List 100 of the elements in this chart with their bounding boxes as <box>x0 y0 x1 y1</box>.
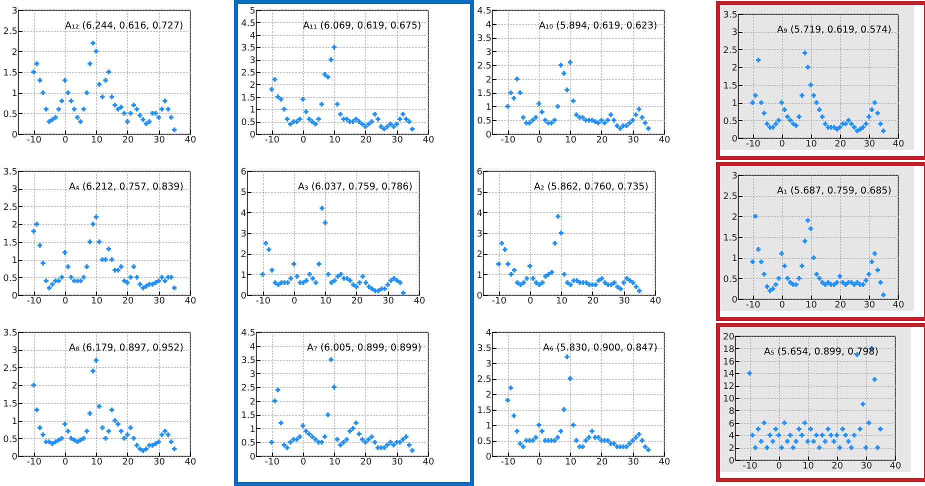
point <box>81 274 86 280</box>
y-tick-label: 14 <box>723 370 735 380</box>
x-tick-label: 30 <box>628 136 640 146</box>
point <box>128 274 133 280</box>
point <box>878 426 883 432</box>
point <box>388 278 394 283</box>
point <box>272 280 278 285</box>
point <box>319 102 324 107</box>
point <box>134 443 140 448</box>
point <box>335 274 340 279</box>
x-tick-label: -10 <box>492 296 507 306</box>
x-tick-label: -10 <box>26 458 42 468</box>
point <box>802 420 808 426</box>
point <box>329 280 334 285</box>
point <box>410 126 415 132</box>
point <box>599 276 604 281</box>
x-tick-label: -10 <box>26 296 42 306</box>
x-tick-label: 40 <box>892 140 904 150</box>
point <box>112 418 118 423</box>
x-tick-label: 40 <box>184 136 196 146</box>
y-tick-label: 3 <box>250 370 256 380</box>
point <box>106 70 112 74</box>
y-tick-label: 3 <box>732 172 738 182</box>
x-tick-label: 10 <box>806 140 818 150</box>
point <box>615 284 620 290</box>
point <box>524 276 530 281</box>
point <box>62 78 68 83</box>
point <box>100 94 105 100</box>
y-tick-label: 4 <box>476 208 483 219</box>
point <box>406 119 412 124</box>
point <box>808 82 814 88</box>
y-tick-label: 3 <box>732 28 738 38</box>
y-tick-label: 2.5 <box>723 192 738 202</box>
point <box>357 280 362 285</box>
point <box>44 106 48 112</box>
point <box>864 445 868 450</box>
point <box>81 106 86 112</box>
point <box>608 112 614 118</box>
x-tick-label: 30 <box>154 458 166 468</box>
y-tick-label: 1 <box>12 417 18 428</box>
x-tick-label: 30 <box>392 458 404 468</box>
y-tick-label: 2 <box>240 250 246 260</box>
point <box>38 425 42 430</box>
point <box>125 432 130 438</box>
point <box>332 278 337 283</box>
point <box>832 282 836 287</box>
point <box>78 119 83 124</box>
point <box>162 98 168 104</box>
point <box>593 282 598 288</box>
point <box>404 116 408 122</box>
point <box>811 93 816 98</box>
point <box>326 272 331 277</box>
point <box>506 262 510 266</box>
y-tick-label: 1 <box>240 270 246 281</box>
point <box>562 407 566 412</box>
point <box>852 125 857 130</box>
y-tick-label: 5 <box>476 188 482 198</box>
point <box>773 282 778 287</box>
point <box>584 280 589 285</box>
point <box>596 120 601 126</box>
y-tick-label: 4 <box>486 328 492 338</box>
point <box>385 124 390 129</box>
point <box>796 114 802 120</box>
point <box>508 272 514 277</box>
point <box>401 290 406 296</box>
point <box>790 445 796 450</box>
text: A₁₂ (6.244, 0.616, 0.727) <box>65 20 184 32</box>
point <box>109 408 114 412</box>
point <box>160 432 164 438</box>
x-tick-label: -10 <box>264 136 280 146</box>
y-tick-label: 2 <box>486 390 492 400</box>
point <box>96 404 102 409</box>
y-tick-label: 10 <box>723 394 735 404</box>
point <box>505 398 510 403</box>
point <box>518 282 523 288</box>
point <box>326 412 330 418</box>
point <box>779 100 784 105</box>
point <box>618 126 623 131</box>
point <box>282 106 286 112</box>
point <box>512 413 516 418</box>
point <box>297 116 302 122</box>
point <box>162 428 168 434</box>
x-tick-label: 20 <box>596 136 608 146</box>
point <box>528 264 532 268</box>
point <box>153 110 158 116</box>
point <box>846 439 851 444</box>
y-tick-label: 1.5 <box>477 89 492 100</box>
point <box>570 98 576 104</box>
point <box>319 440 324 445</box>
point <box>750 100 755 105</box>
point <box>138 282 142 287</box>
x-tick-label: 40 <box>650 296 662 306</box>
point <box>370 286 374 292</box>
x-tick-label: 20 <box>122 296 134 306</box>
point <box>266 247 272 252</box>
point <box>846 118 851 123</box>
point <box>394 122 400 126</box>
point <box>363 440 368 445</box>
y-tick-label: 3.5 <box>3 168 18 178</box>
point <box>338 112 343 117</box>
